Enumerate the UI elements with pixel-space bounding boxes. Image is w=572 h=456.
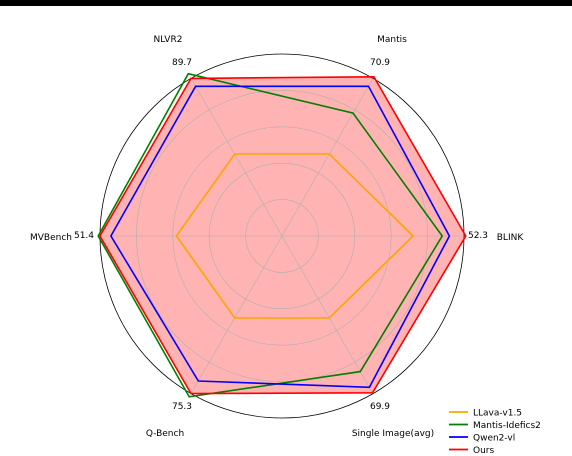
axis-label-5: Single Image(avg) xyxy=(352,429,434,439)
spoke-5 xyxy=(281,235,374,394)
series-lines xyxy=(97,72,467,398)
axis-label-2: NLVR2 xyxy=(154,35,183,45)
axis-max-label-1: 70.9 xyxy=(370,58,390,68)
axis-label-0: BLINK xyxy=(497,233,525,243)
legend: LLava-v1.5 Mantis-Idefics2 Qwen2-vl Ours xyxy=(449,408,541,456)
legend-label-0: LLava-v1.5 xyxy=(473,408,522,418)
axis-max-label-4: 75.3 xyxy=(172,402,192,412)
top-border xyxy=(0,0,572,6)
legend-label-2: Qwen2-vl xyxy=(473,433,515,443)
axis-label-4: Q-Bench xyxy=(146,429,184,439)
legend-label-3: Ours xyxy=(473,446,494,456)
legend-label-1: Mantis-Idefics2 xyxy=(473,421,541,431)
axis-label-3: MVBench xyxy=(30,233,72,243)
radar-grid xyxy=(99,53,465,419)
axis-max-label-3: 51.4 xyxy=(74,231,94,241)
series-line-1 xyxy=(97,72,444,398)
series-line-0 xyxy=(175,153,415,319)
spoke-4 xyxy=(190,235,283,394)
axis-max-label-5: 69.9 xyxy=(370,402,390,412)
axis-label-1: Mantis xyxy=(377,35,407,45)
spoke-1 xyxy=(281,78,374,237)
axis-max-label-2: 89.7 xyxy=(172,58,192,68)
series-line-3 xyxy=(99,75,467,395)
series-fill-3 xyxy=(100,76,466,394)
spoke-2 xyxy=(190,78,283,237)
series-fills xyxy=(100,76,466,394)
series-line-2 xyxy=(109,85,451,389)
axis-labels: BLINK 52.3 Mantis 70.9 NLVR2 89.7 MVBench 51.4 Q… xyxy=(30,35,524,439)
axis-max-label-0: 52.3 xyxy=(468,231,488,241)
